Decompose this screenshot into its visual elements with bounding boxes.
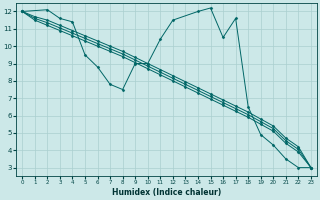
X-axis label: Humidex (Indice chaleur): Humidex (Indice chaleur) [112, 188, 221, 197]
